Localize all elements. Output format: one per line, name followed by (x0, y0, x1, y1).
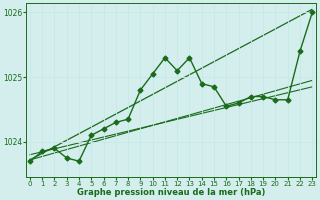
X-axis label: Graphe pression niveau de la mer (hPa): Graphe pression niveau de la mer (hPa) (77, 188, 265, 197)
